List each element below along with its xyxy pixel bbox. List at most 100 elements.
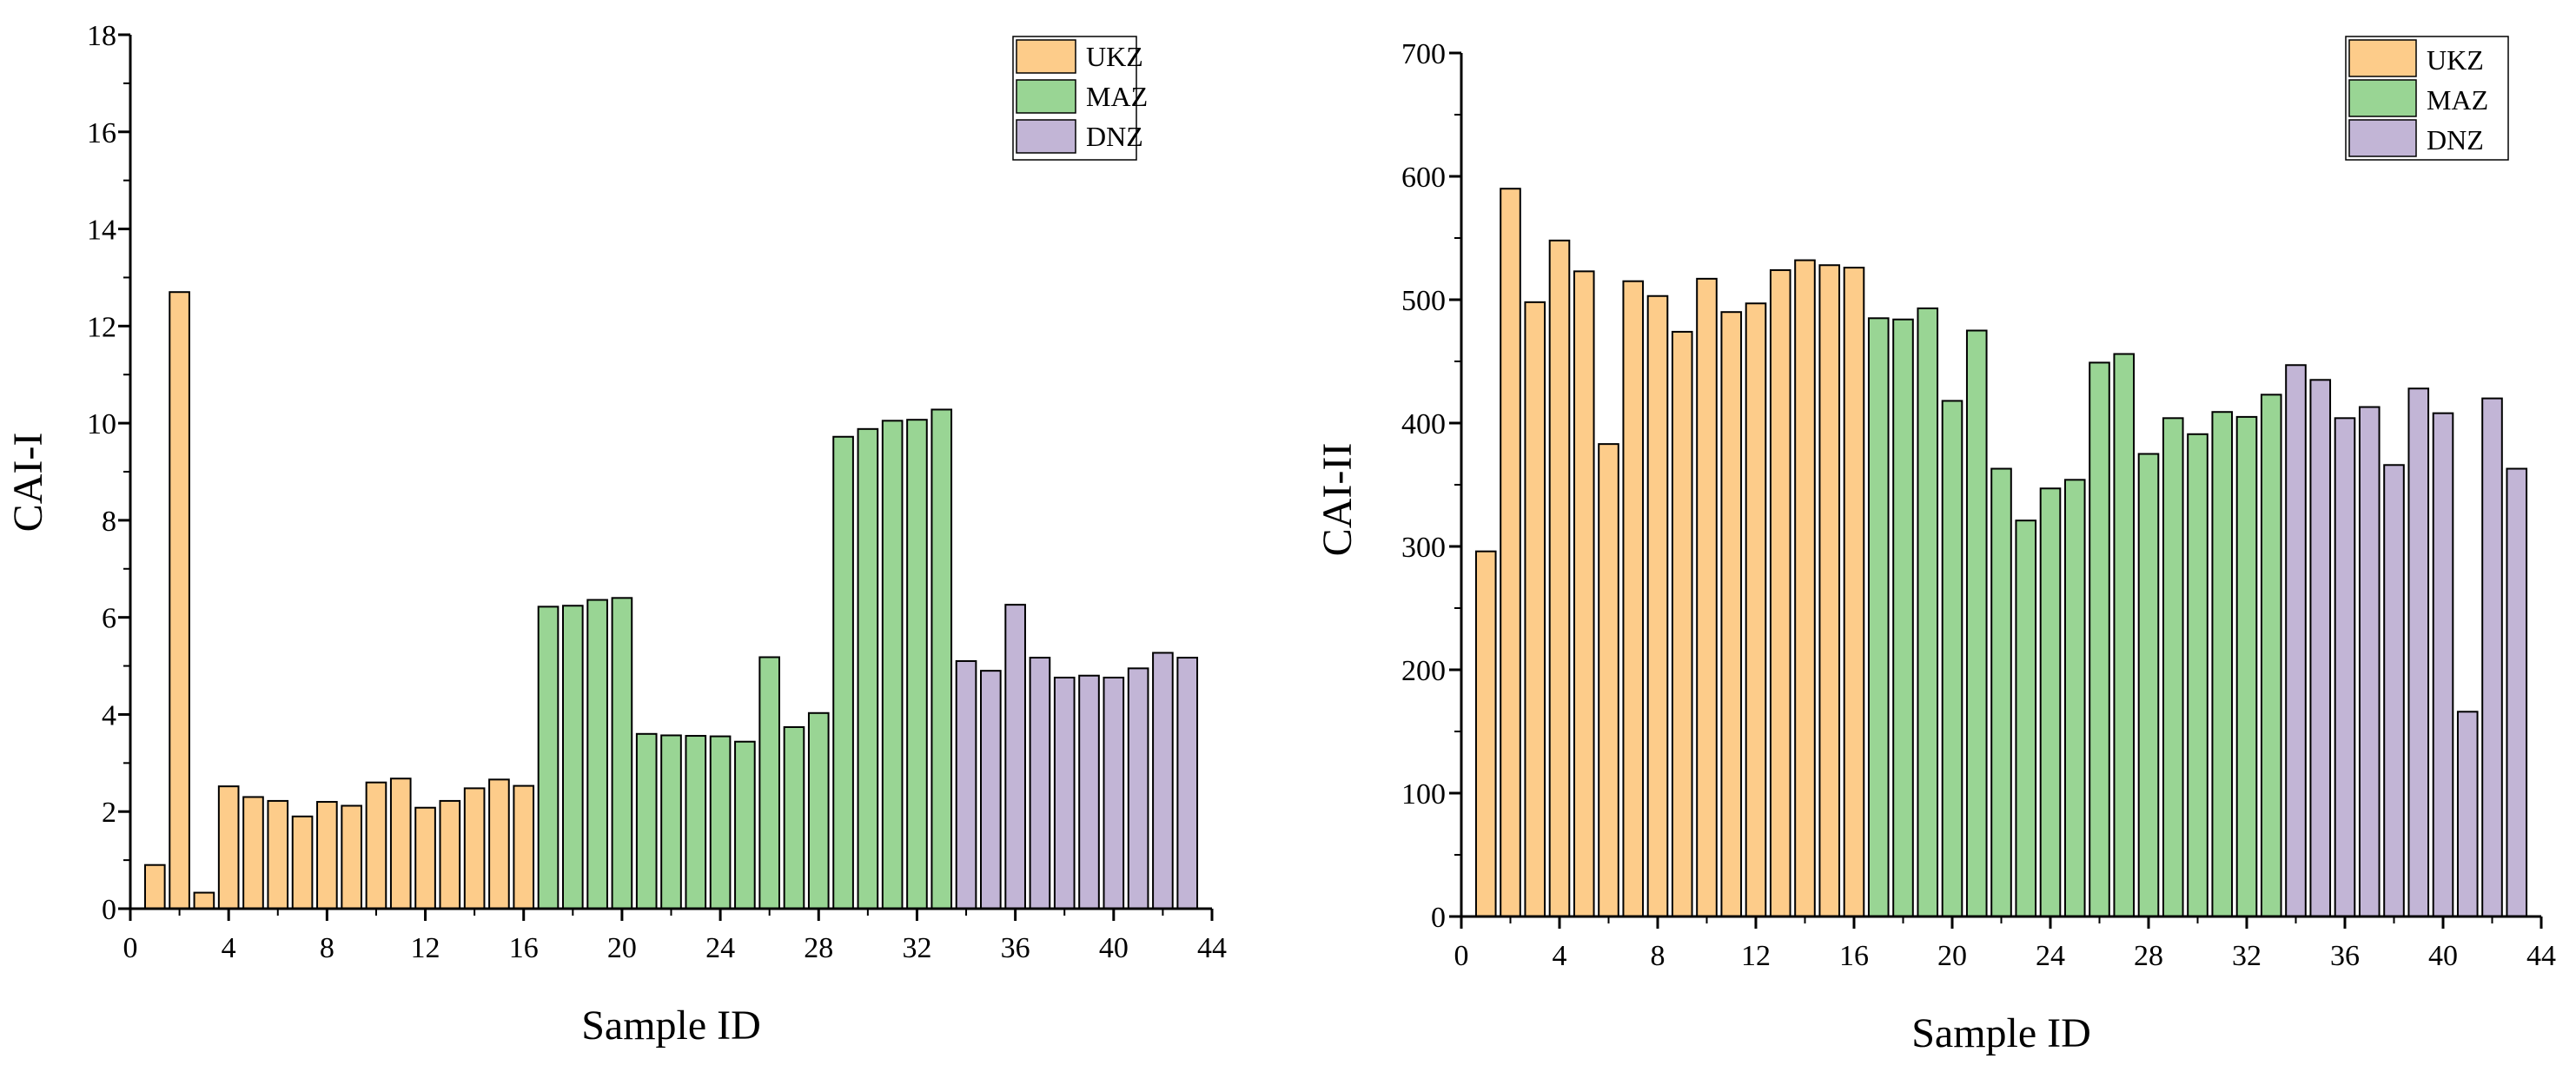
- bar-maz-23: [685, 735, 707, 910]
- x-tick-label: 16: [1839, 940, 1869, 972]
- legend-label-dnz: DNZ: [1086, 121, 1143, 152]
- bar-maz-24: [2039, 487, 2062, 917]
- bar-ukz-12: [414, 806, 436, 910]
- x-tick-label: 28: [804, 932, 833, 964]
- x-tick-label: 12: [1741, 940, 1771, 972]
- y-tick-label: 12: [87, 311, 116, 343]
- bar-maz-31: [881, 420, 904, 910]
- bar-maz-17: [1867, 317, 1890, 917]
- x-tick-label: 0: [1454, 940, 1469, 972]
- bar-ukz-9: [341, 804, 362, 910]
- x-tick-label: 32: [902, 932, 931, 964]
- bar-maz-33: [930, 408, 953, 910]
- bar-ukz-3: [193, 891, 215, 910]
- y-tick-label: 8: [102, 506, 116, 538]
- bar-ukz-7: [291, 815, 314, 910]
- bar-maz-22: [660, 734, 682, 910]
- legend-label-ukz: UKZ: [2427, 44, 2484, 76]
- bar-dnz-37: [2358, 406, 2381, 918]
- bar-maz-25: [2063, 479, 2086, 917]
- legend: UKZ MAZ DNZ: [1012, 36, 1148, 161]
- bar-ukz-11: [1720, 311, 1743, 917]
- y-tick-label: 2: [102, 797, 116, 829]
- x-tick-label: 24: [2036, 940, 2065, 972]
- legend-swatch-dnz: [1016, 119, 1076, 154]
- bar-dnz-34: [955, 659, 977, 910]
- x-tick-label: 20: [607, 932, 637, 964]
- bar-ukz-11: [389, 778, 412, 910]
- bar-maz-28: [807, 711, 830, 910]
- x-tick-label: 32: [2232, 940, 2261, 972]
- bar-maz-21: [635, 732, 658, 910]
- bar-maz-25: [734, 740, 756, 910]
- bar-maz-28: [2137, 453, 2160, 917]
- bar-ukz-15: [488, 778, 510, 910]
- x-tick-label: 8: [1651, 940, 1665, 972]
- y-tick-label: 14: [87, 215, 116, 247]
- y-tick-label: 18: [87, 20, 116, 52]
- bar-maz-20: [1941, 400, 1963, 917]
- bar-ukz-8: [1646, 294, 1669, 917]
- bar-ukz-7: [1622, 280, 1645, 917]
- bar-maz-32: [906, 419, 928, 910]
- chart-right: 0 100 200 300 400 500 600 700 0 4 8 12 16 20 24 28 32 36 4…: [1314, 36, 2556, 1056]
- x-axis-title: Sample ID: [1911, 1010, 2091, 1056]
- bar-ukz-4: [1548, 239, 1571, 917]
- x-tick-label: 44: [2526, 940, 2556, 972]
- legend-swatch-ukz: [1016, 39, 1076, 74]
- x-tick-label: 24: [705, 932, 735, 964]
- bar-ukz-16: [513, 784, 535, 910]
- y-tick-label: 400: [1401, 408, 1446, 440]
- bar-maz-21: [1965, 329, 1988, 917]
- x-tick-label: 44: [1197, 932, 1227, 964]
- bar-ukz-10: [365, 781, 387, 910]
- bar-dnz-38: [2383, 464, 2405, 917]
- bar-ukz-16: [1843, 267, 1865, 917]
- y-tick-label: 700: [1401, 38, 1446, 70]
- x-tick-label: 28: [2134, 940, 2163, 972]
- bar-ukz-15: [1818, 264, 1841, 917]
- bar-ukz-8: [316, 801, 338, 910]
- bar-dnz-40: [2432, 412, 2454, 917]
- bar-ukz-4: [217, 785, 240, 910]
- bar-dnz-43: [2506, 467, 2528, 917]
- bar-dnz-35: [980, 670, 1002, 910]
- legend-swatch-maz: [2348, 79, 2417, 117]
- y-tick-label: 0: [1431, 902, 1446, 934]
- y-tick-label: 10: [87, 408, 116, 440]
- legend-label-maz: MAZ: [2427, 84, 2488, 116]
- bar-maz-30: [857, 427, 879, 910]
- bar-maz-31: [2211, 411, 2234, 918]
- legend-label-ukz: UKZ: [1086, 41, 1143, 72]
- x-tick-label: 16: [509, 932, 539, 964]
- bar-maz-26: [758, 656, 780, 910]
- bar-maz-26: [2089, 361, 2110, 918]
- bar-maz-17: [537, 605, 560, 910]
- legend-label-dnz: DNZ: [2427, 124, 2484, 156]
- bar-ukz-3: [1524, 301, 1546, 917]
- x-tick-label: 36: [1001, 932, 1030, 964]
- x-tick-label: 4: [1553, 940, 1567, 972]
- legend-swatch-ukz: [2348, 39, 2417, 77]
- bar-dnz-39: [1078, 674, 1100, 910]
- bar-maz-18: [562, 605, 584, 910]
- bar-ukz-1: [1474, 550, 1497, 917]
- bar-maz-20: [611, 597, 633, 910]
- bar-ukz-1: [143, 864, 166, 910]
- y-tick-label: 100: [1401, 778, 1446, 811]
- y-tick-label: 300: [1401, 532, 1446, 564]
- legend-swatch-maz: [1016, 79, 1076, 114]
- y-tick-label: 200: [1401, 655, 1446, 687]
- bar-maz-27: [2113, 353, 2136, 918]
- legend-swatch-dnz: [2348, 119, 2417, 157]
- bar-maz-29: [832, 435, 854, 910]
- x-tick-label: 4: [222, 932, 236, 964]
- y-tick-label: 500: [1401, 285, 1446, 317]
- bar-ukz-10: [1696, 277, 1718, 917]
- bar-maz-19: [1917, 307, 1939, 917]
- bar-dnz-42: [2481, 397, 2503, 918]
- bar-dnz-43: [1176, 657, 1199, 910]
- y-axis-title: CAI-II: [1314, 443, 1361, 557]
